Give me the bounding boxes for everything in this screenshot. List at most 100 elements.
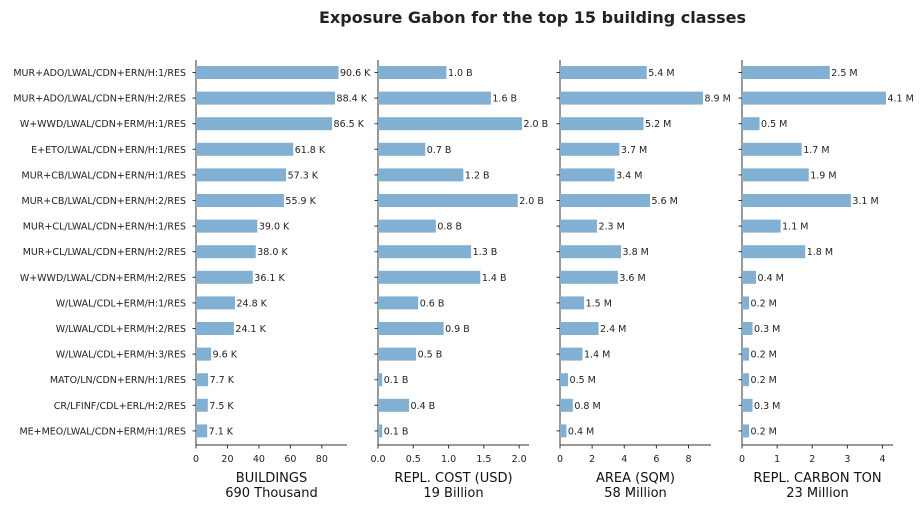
x-axis-label: BUILDINGS (236, 471, 307, 486)
bar (196, 296, 236, 310)
x-tick-label: 0.0 (370, 454, 385, 465)
bar-value-label: 57.3 K (288, 170, 319, 181)
bar (742, 117, 760, 131)
category-label: W+WWD/LWAL/CDN+ERM/H:2/RES (20, 273, 186, 284)
bar-value-label: 8.9 M (704, 94, 730, 105)
bar (560, 398, 573, 412)
bar-value-label: 1.7 M (803, 145, 829, 156)
bar-value-label: 88.4 K (337, 94, 368, 105)
bar (378, 91, 491, 105)
bar (378, 270, 481, 284)
bar-value-label: 0.8 B (437, 222, 462, 233)
bar (378, 398, 410, 412)
bar-value-label: 0.1 B (384, 426, 409, 437)
bar (196, 219, 258, 233)
bar-value-label: 39.0 K (259, 222, 290, 233)
category-label: W/LWAL/CDL+ERM/H:1/RES (56, 298, 186, 309)
bar (742, 91, 886, 105)
category-label: E+ETO/LWAL/CDN+ERN/H:1/RES (31, 145, 186, 156)
category-label: MUR+ADO/LWAL/CDN+ERN/H:1/RES (13, 68, 186, 79)
x-tick-label: 80 (316, 454, 328, 465)
bar (742, 194, 851, 207)
bar-value-label: 7.5 K (209, 401, 234, 412)
bar (560, 219, 597, 233)
bar-value-label: 2.4 M (600, 324, 626, 335)
bar (378, 424, 383, 438)
bar-value-label: 24.1 K (235, 324, 266, 335)
bar (742, 270, 757, 284)
bar-value-label: 86.5 K (334, 119, 365, 130)
bar-value-label: 0.2 M (751, 426, 777, 437)
bar (378, 194, 518, 207)
bar-value-label: 1.5 M (586, 298, 612, 309)
bar (742, 424, 750, 438)
category-label: MUR+CL/LWAL/CDN+ERN/H:2/RES (23, 247, 186, 258)
category-label: MUR+CB/LWAL/CDN+ERN/H:2/RES (22, 196, 187, 207)
bar-value-label: 0.5 M (761, 119, 787, 130)
bar-value-label: 1.3 B (473, 247, 498, 258)
bar-value-label: 2.5 M (831, 68, 857, 79)
bar-value-label: 0.4 B (411, 401, 436, 412)
category-label: MUR+CL/LWAL/CDN+ERN/H:1/RES (23, 222, 186, 233)
x-tick-label: 3 (844, 454, 850, 465)
bar-value-label: 0.3 M (754, 401, 780, 412)
bar-value-label: 0.2 M (751, 375, 777, 386)
x-tick-label: 60 (284, 454, 296, 465)
bar (196, 270, 253, 284)
category-label: MATO/LN/CDN+ERN/H:1/RES (50, 375, 186, 386)
bar (378, 373, 383, 387)
panel-total-label: 23 Million (786, 486, 849, 501)
x-tick-label: 1 (774, 454, 780, 465)
panel-total-label: 19 Billion (423, 486, 483, 501)
bar-value-label: 38.0 K (257, 247, 288, 258)
bar-value-label: 5.2 M (645, 119, 671, 130)
bar-value-label: 61.8 K (295, 145, 326, 156)
bar-value-label: 0.6 B (420, 298, 445, 309)
x-axis-label: AREA (SQM) (596, 471, 675, 486)
bar (742, 245, 806, 259)
category-label: ME+MEO/LWAL/CDN+ERM/H:1/RES (19, 426, 186, 437)
bar (378, 66, 447, 79)
bar-value-label: 3.8 M (623, 247, 649, 258)
bar (378, 347, 417, 361)
bar-value-label: 1.4 M (584, 350, 610, 361)
bar (196, 66, 339, 79)
x-tick-label: 2 (809, 454, 815, 465)
bar-value-label: 3.6 M (619, 273, 645, 284)
bar (742, 168, 809, 182)
bar (560, 168, 615, 182)
category-label: MUR+CB/LWAL/CDN+ERN/H:1/RES (22, 170, 187, 181)
bar-value-label: 90.6 K (340, 68, 371, 79)
bar (742, 398, 753, 412)
x-axis-label: REPL. COST (USD) (394, 471, 512, 486)
bar-value-label: 1.9 M (810, 170, 836, 181)
bar (560, 270, 618, 284)
bar-value-label: 0.1 B (384, 375, 409, 386)
bar-value-label: 0.8 M (574, 401, 600, 412)
bar-value-label: 3.1 M (852, 196, 878, 207)
bar (742, 142, 802, 156)
bar (196, 347, 212, 361)
bar (378, 296, 419, 310)
bar-value-label: 0.4 M (568, 426, 594, 437)
x-tick-label: 1.0 (441, 454, 456, 465)
bar-value-label: 0.3 M (754, 324, 780, 335)
bar (560, 194, 650, 207)
bar-value-label: 0.5 M (570, 375, 596, 386)
bar (560, 91, 703, 105)
x-tick-label: 2.0 (512, 454, 527, 465)
bar-value-label: 0.9 B (445, 324, 470, 335)
x-tick-label: 8 (685, 454, 691, 465)
x-tick-label: 6 (653, 454, 659, 465)
bar (196, 424, 208, 438)
bar (196, 194, 284, 207)
bar-value-label: 0.4 M (758, 273, 784, 284)
panel-total-label: 690 Thousand (225, 486, 318, 501)
bar (742, 66, 830, 79)
bar-value-label: 0.2 M (751, 350, 777, 361)
bar-value-label: 0.5 B (418, 350, 443, 361)
bar (196, 168, 287, 182)
bar (196, 142, 294, 156)
bar (560, 117, 644, 131)
bar-value-label: 1.1 M (782, 222, 808, 233)
